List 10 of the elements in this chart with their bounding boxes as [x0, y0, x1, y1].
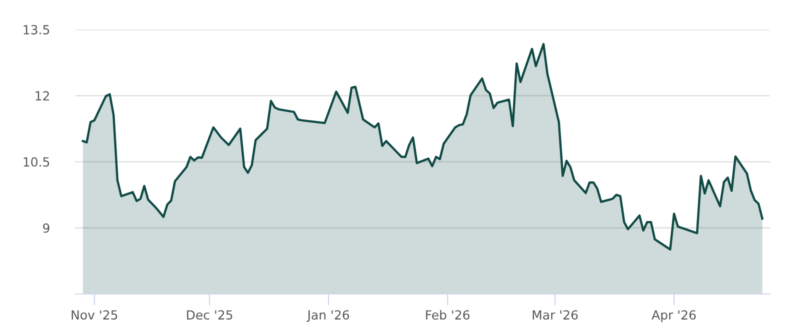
x-tick-label: Nov '25: [72, 310, 118, 320]
y-tick-label: 12: [36, 91, 49, 100]
y-tick-label: 13.5: [24, 24, 50, 34]
x-tick-label: Feb '26: [426, 310, 470, 320]
x-tick-label: Dec '25: [187, 310, 232, 320]
y-tick-label: 10.5: [24, 157, 50, 167]
x-tick-label: Mar '26: [532, 310, 578, 320]
x-tick-label: Apr '26: [652, 310, 696, 322]
x-tick-label: Jan '26: [306, 310, 350, 322]
y-tick-label: 9: [43, 223, 50, 233]
